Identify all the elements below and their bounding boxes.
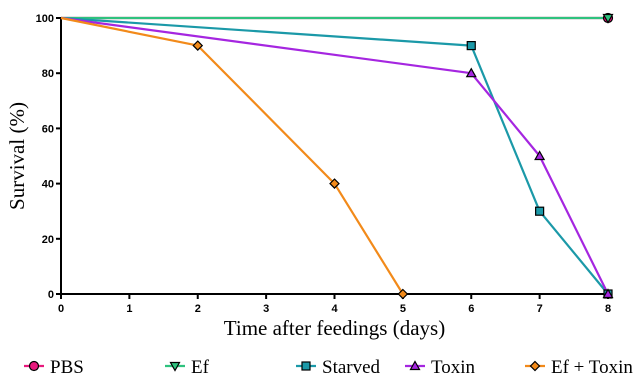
data-point (329, 178, 340, 189)
series-line (60, 16, 609, 295)
y-tick-label: 40 (42, 179, 54, 191)
series-lines (60, 16, 609, 295)
x-tick-label: 1 (126, 303, 132, 315)
data-point (397, 288, 409, 300)
data-point (466, 40, 476, 51)
y-axis-title: Survival (%) (5, 102, 29, 210)
legend-label: Ef (191, 357, 210, 378)
legend-label: Starved (322, 357, 381, 378)
x-axis-title: Time after feedings (days) (224, 316, 445, 340)
axes: 0 20 40 60 80 100 0 1 2 3 4 5 6 7 8 (36, 13, 611, 315)
legend-marker (529, 360, 541, 372)
data-point (602, 288, 614, 299)
data-point (535, 206, 545, 216)
legend-marker (409, 360, 421, 371)
y-tick-label: 0 (48, 289, 54, 301)
data-point (192, 40, 204, 51)
y-tick-label: 100 (36, 13, 54, 25)
x-tick-label: 3 (263, 303, 269, 315)
y-ticks: 0 20 40 60 80 100 (36, 13, 61, 301)
x-tick-label: 4 (331, 303, 338, 315)
legend-marker (28, 360, 40, 372)
legend-label: Ef + Toxin (551, 357, 633, 378)
x-ticks: 0 1 2 3 4 5 6 7 8 (58, 294, 611, 315)
x-tick-label: 7 (537, 303, 543, 315)
legend-marker (169, 361, 181, 372)
x-tick-label: 0 (58, 303, 64, 315)
y-tick-label: 20 (42, 234, 54, 246)
data-point (465, 67, 477, 78)
x-tick-label: 8 (605, 303, 611, 315)
x-tick-label: 6 (468, 303, 474, 315)
data-point (602, 13, 614, 24)
series-markers (192, 12, 614, 300)
x-tick-label: 2 (195, 303, 201, 315)
legend-label: Toxin (431, 357, 476, 378)
series-line (60, 16, 609, 295)
y-tick-label: 60 (42, 123, 54, 135)
data-point (534, 150, 546, 161)
legend-label: PBS (50, 357, 84, 378)
legend: PBS Ef Starved Toxin Ef + Toxin (24, 357, 633, 378)
legend-marker (301, 361, 311, 371)
x-tick-label: 5 (400, 303, 406, 315)
series-line (60, 16, 404, 295)
y-tick-label: 80 (42, 68, 54, 80)
